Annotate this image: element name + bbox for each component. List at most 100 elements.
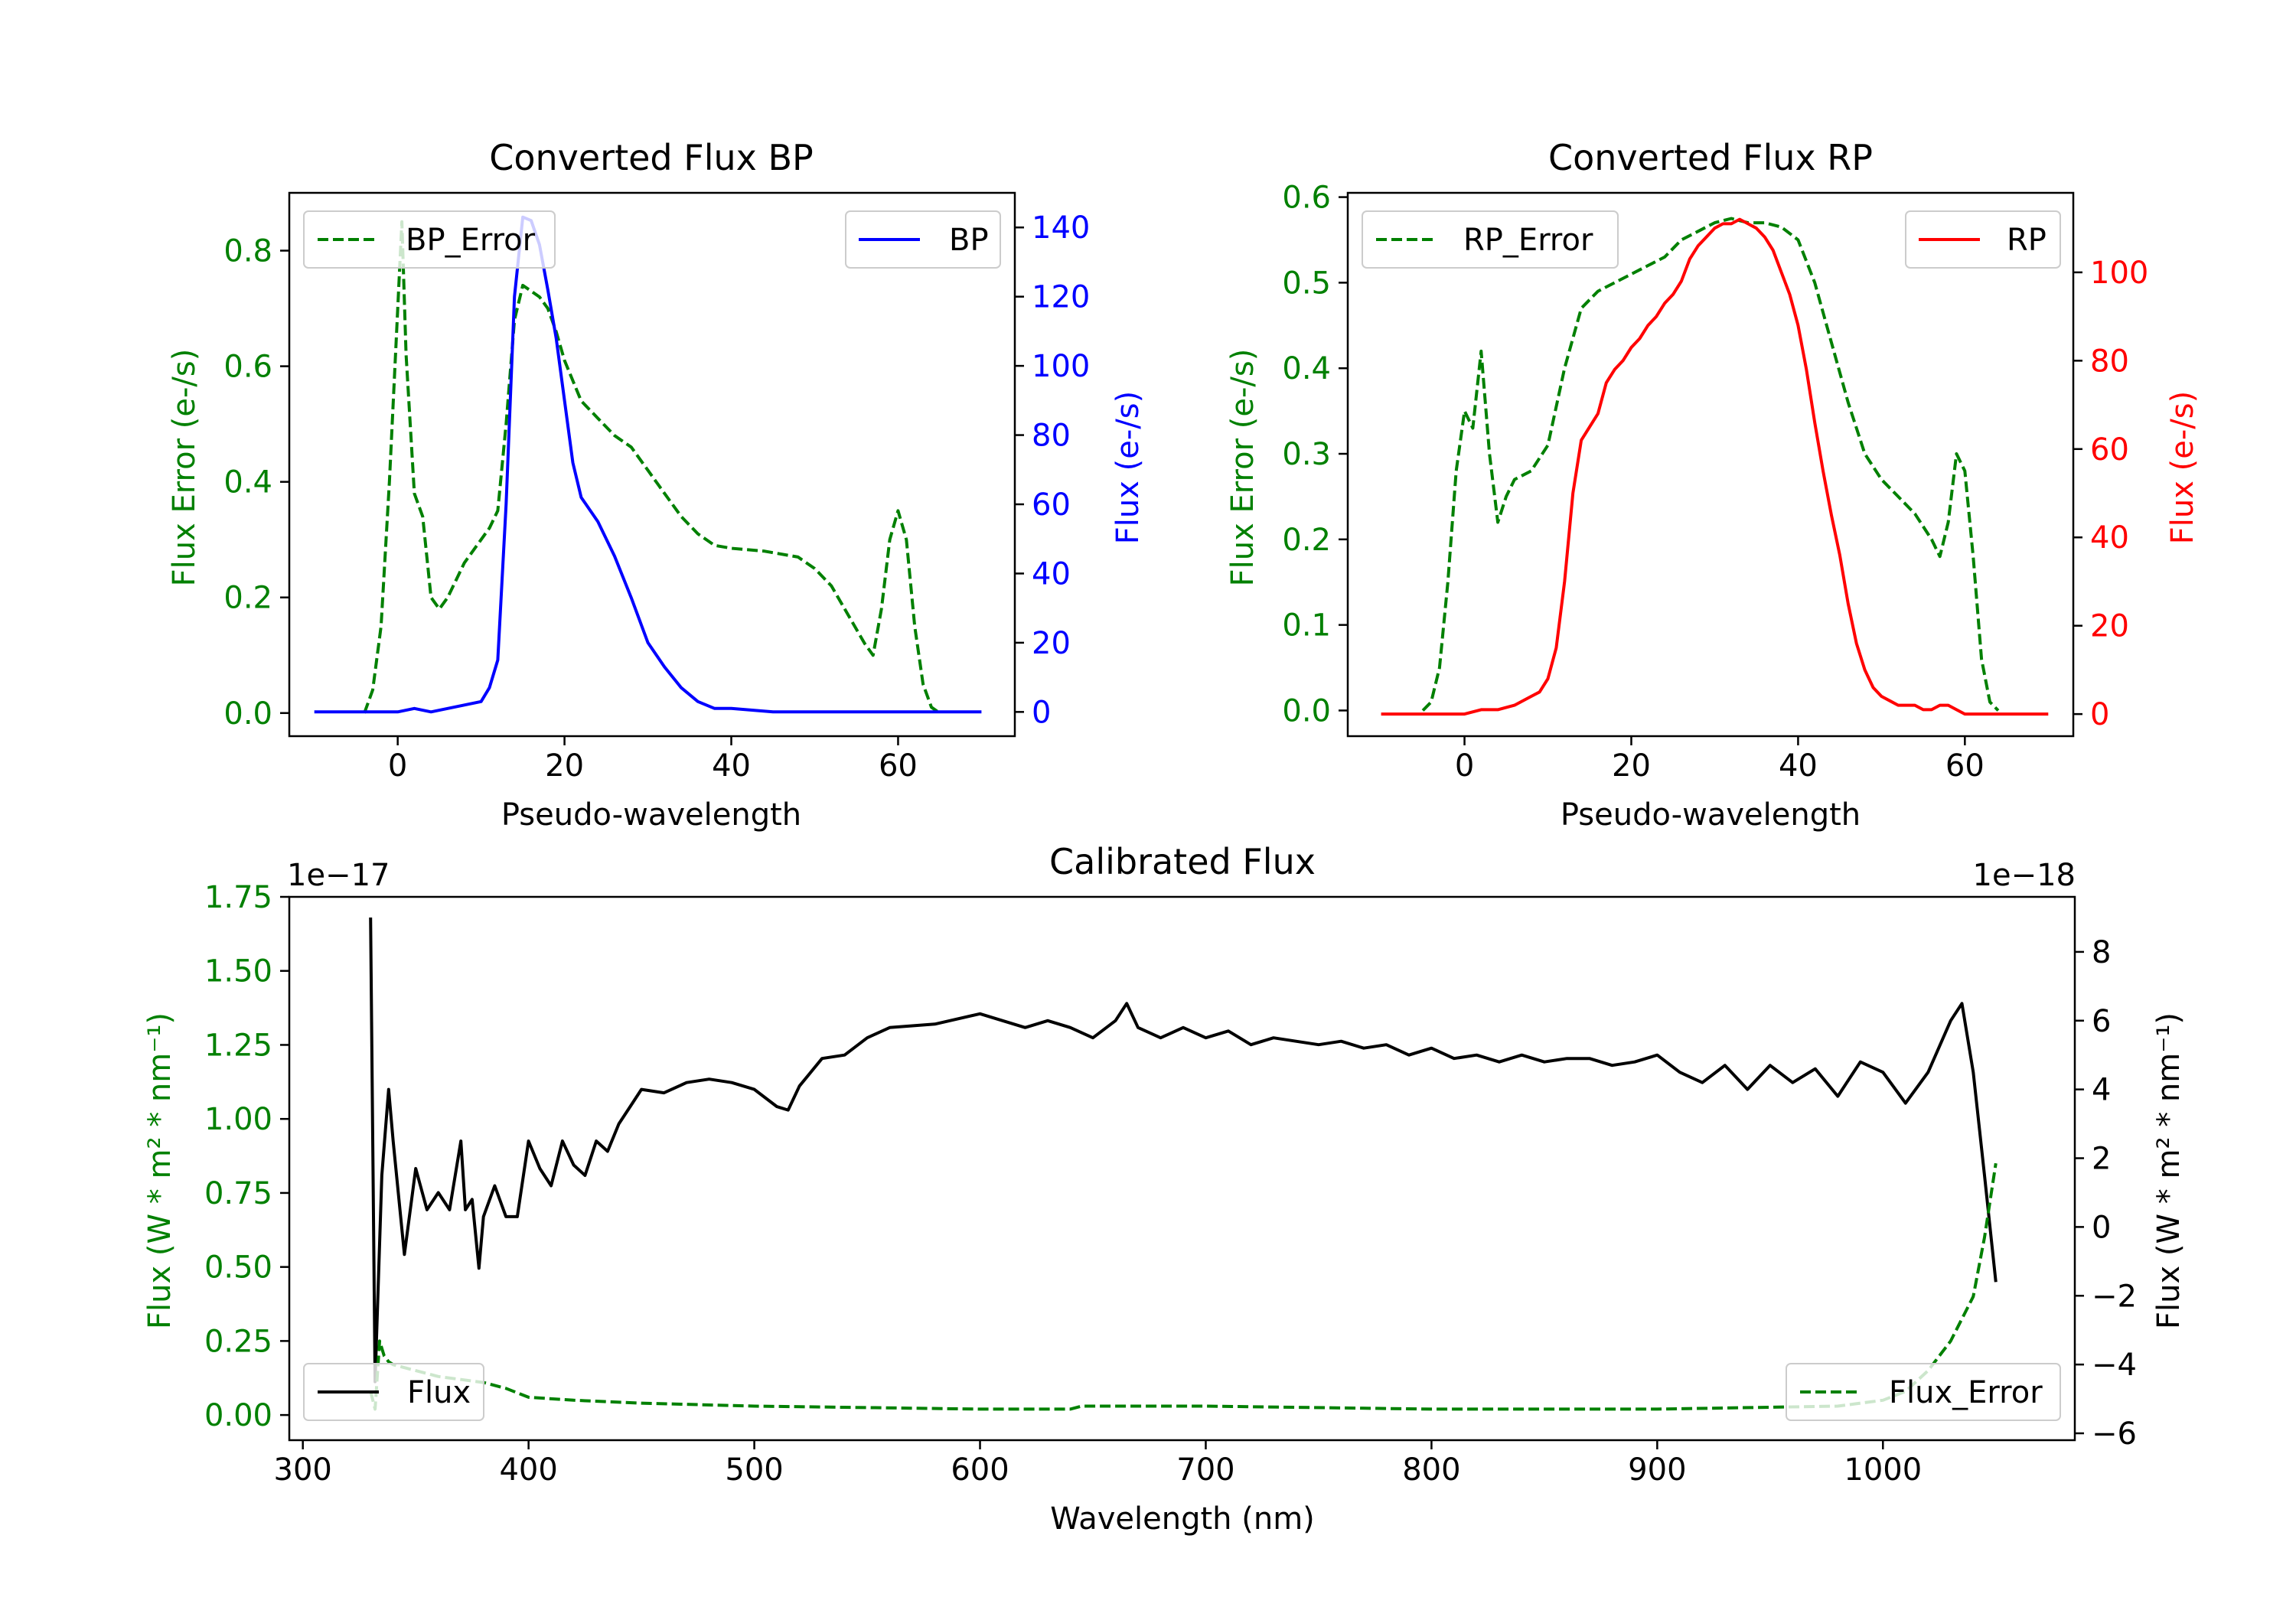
- legend-bp-label: BP: [949, 223, 989, 258]
- axes-frame-cal: [288, 895, 2076, 1442]
- plot-area-cal: 300 400 500 600 700 800 900 1000 0.00 0.25 0.50 0.7…: [204, 880, 2137, 1488]
- y-left-tick-label: 1.00: [204, 1102, 272, 1137]
- y-right-tick-label: 80: [1032, 419, 1071, 454]
- x-tick-label: 400: [499, 1452, 557, 1488]
- x-tick-label: 600: [951, 1452, 1009, 1488]
- panel-bp-ylabel-right: Flux (e-/s): [1110, 391, 1146, 544]
- series-flux-line: [369, 917, 1998, 1384]
- legend-flux: Flux: [303, 1363, 484, 1421]
- x-tick-label: 700: [1176, 1452, 1234, 1488]
- panel-rp: Converted Flux RP Pseudo-wavelength Flux…: [1225, 137, 2200, 833]
- x-tick-label: 300: [274, 1452, 332, 1488]
- legend-rp-error: RP_Error: [1362, 210, 1619, 269]
- y-left-tick-label: 0.6: [223, 350, 272, 385]
- y-right-tick-label: 2: [2092, 1142, 2111, 1177]
- series-rp-line: [1381, 217, 2049, 716]
- y-left-tick-label: 0.1: [1282, 608, 1331, 644]
- legend-bp-error-box: [303, 210, 556, 269]
- y-left-tick-label: 0.2: [223, 581, 272, 616]
- legend-flux-error: Flux_Error: [1786, 1363, 2061, 1421]
- axes-frame-bp: [288, 191, 1016, 738]
- legend-rp-error-label: RP_Error: [1463, 223, 1593, 258]
- panel-cal-offset-right: 1e−18: [1973, 858, 2076, 893]
- panel-cal: Calibrated Flux Wavelength (nm) Flux (W …: [142, 841, 2187, 1537]
- y-right-tick-label: −4: [2092, 1348, 2137, 1383]
- legend-rp-box: [1905, 210, 2061, 269]
- y-left-tick-label: 0.4: [1282, 351, 1331, 386]
- y-right-tick-label: 20: [1032, 626, 1071, 661]
- panel-cal-ylabel-left: Flux (W * m² * nm⁻¹): [142, 1012, 178, 1329]
- y-right-tick-label: 40: [2090, 520, 2129, 556]
- legend-bp: BP: [845, 210, 1001, 269]
- y-right-tick-label: −2: [2092, 1279, 2137, 1314]
- legend-bp-error-label: BP_Error: [406, 223, 536, 258]
- y-right-tick-label: 0: [2092, 1210, 2111, 1245]
- x-tick-label: 40: [712, 748, 751, 784]
- x-tick-label: 0: [1455, 748, 1474, 784]
- x-tick-label: 60: [879, 748, 918, 784]
- y-right-tick-label: 60: [2090, 432, 2129, 468]
- y-right-tick-label: 80: [2090, 344, 2129, 379]
- y-right-tick-label: 0: [2090, 697, 2109, 732]
- y-right-tick-label: 120: [1032, 280, 1090, 315]
- panel-bp-xlabel: Pseudo-wavelength: [501, 797, 801, 833]
- panel-rp-title: Converted Flux RP: [1548, 137, 1873, 178]
- x-tick-label: 20: [545, 748, 584, 784]
- series-bp-error-line: [363, 220, 941, 715]
- legend-rp: RP: [1905, 210, 2061, 269]
- axes-frame-rp: [1346, 191, 2075, 738]
- x-tick-label: 900: [1628, 1452, 1686, 1488]
- x-tick-label: 60: [1945, 748, 1985, 784]
- panel-rp-xlabel: Pseudo-wavelength: [1561, 797, 1861, 833]
- x-tick-label: 1000: [1844, 1452, 1922, 1488]
- y-right-tick-label: 6: [2092, 1004, 2111, 1039]
- panel-rp-ylabel-left: Flux Error (e-/s): [1225, 349, 1261, 587]
- x-tick-label: 500: [725, 1452, 783, 1488]
- y-left-tick-label: 0.6: [1282, 181, 1331, 216]
- y-left-tick-label: 0.5: [1282, 266, 1331, 301]
- legend-bp-box: [845, 210, 1001, 269]
- panel-bp: Converted Flux BP Pseudo-wavelength Flux…: [167, 137, 1146, 833]
- y-right-tick-label: 100: [1032, 349, 1090, 384]
- legend-rp-error-box: [1362, 210, 1619, 269]
- legend-rp-label: RP: [2007, 223, 2047, 258]
- panel-bp-ylabel-left: Flux Error (e-/s): [167, 349, 202, 587]
- y-right-tick-label: 40: [1032, 556, 1071, 592]
- series-bp-line: [314, 215, 982, 714]
- x-tick-label: 800: [1402, 1452, 1460, 1488]
- y-left-tick-label: 0.2: [1282, 523, 1331, 558]
- series-rp-error-line: [1421, 217, 2000, 712]
- y-right-tick-label: 20: [2090, 609, 2129, 644]
- y-left-tick-label: 0.4: [223, 465, 272, 500]
- panel-bp-title: Converted Flux BP: [489, 137, 814, 178]
- y-left-tick-label: 0.50: [204, 1250, 272, 1286]
- y-right-tick-label: −6: [2092, 1416, 2137, 1452]
- y-left-tick-label: 0.75: [204, 1176, 272, 1211]
- panel-cal-xlabel: Wavelength (nm): [1050, 1501, 1315, 1537]
- panel-rp-ylabel-right: Flux (e-/s): [2165, 391, 2200, 544]
- panel-cal-offset-left: 1e−17: [287, 858, 390, 893]
- plot-area-rp: 0 20 40 60 0.0 0.1 0.2 0.3 0.4 0.5 0.6 0 20 40 60 80 100: [1282, 181, 2148, 784]
- legend-flux-box: [303, 1363, 484, 1421]
- y-right-tick-label: 0: [1032, 695, 1051, 730]
- x-tick-label: 0: [388, 748, 407, 784]
- y-left-tick-label: 0.00: [204, 1398, 272, 1433]
- y-right-tick-label: 140: [1032, 210, 1090, 246]
- y-left-tick-label: 0.3: [1282, 437, 1331, 472]
- y-left-tick-label: 1.50: [204, 954, 272, 989]
- y-right-tick-label: 60: [1032, 487, 1071, 523]
- legend-flux-error-box: [1786, 1363, 2061, 1421]
- panel-cal-title: Calibrated Flux: [1049, 841, 1316, 882]
- y-right-tick-label: 100: [2090, 256, 2148, 291]
- legend-flux-error-label: Flux_Error: [1889, 1375, 2043, 1410]
- legend-flux-label: Flux: [407, 1375, 471, 1410]
- y-right-tick-label: 8: [2092, 935, 2111, 970]
- y-left-tick-label: 1.25: [204, 1028, 272, 1063]
- panel-cal-ylabel-right: Flux (W * m² * nm⁻¹): [2151, 1012, 2187, 1329]
- y-left-tick-label: 1.75: [204, 880, 272, 915]
- y-left-tick-label: 0.0: [1282, 693, 1331, 729]
- plot-area-bp: 0 20 40 60 0.0 0.2 0.4 0.6 0.8 0 20 40 60 80 100 120 140: [223, 191, 1090, 784]
- y-left-tick-label: 0.0: [223, 696, 272, 732]
- y-left-tick-label: 0.8: [223, 234, 272, 269]
